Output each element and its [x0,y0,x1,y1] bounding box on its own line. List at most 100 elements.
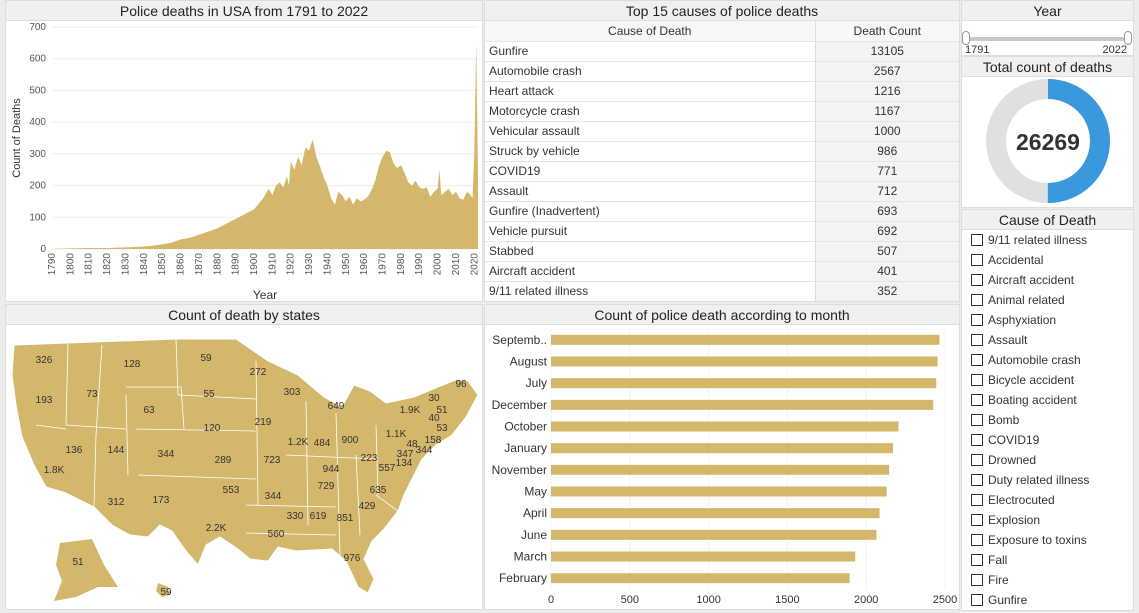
month-bar [551,443,893,454]
cause-filter-item[interactable]: Explosion [962,510,1133,530]
checkbox-icon[interactable] [971,434,983,446]
cause-filter-label: Aircraft accident [988,273,1075,287]
cause-filter-item[interactable]: Gunfire [962,590,1133,610]
table-row[interactable]: Aircraft accident 401 [485,261,959,282]
year-max-label: 2022 [1102,44,1127,56]
state-count-label: 134 [396,458,413,469]
cause-filter-label: Bicycle accident [988,373,1075,387]
deaths-by-month-chart[interactable]: 0 500 1000 1500 2000 2500 Septemb.. August July D… [485,325,959,609]
table-row[interactable]: Vehicle pursuit 692 [485,221,959,242]
state-borders [35,338,399,556]
year-slider-track[interactable] [966,37,1129,41]
state-count-label: 289 [215,455,232,466]
total-donut-chart: 26269 [986,79,1110,203]
month-bar [551,551,856,562]
state-border-line [375,494,399,512]
checkbox-icon[interactable] [971,534,983,546]
cause-filter-item[interactable]: Fall [962,550,1133,570]
checkbox-icon[interactable] [971,354,983,366]
x-tick-label: 1830 [120,253,131,276]
state-count-label: 484 [314,438,331,449]
table-row[interactable]: Heart attack 1216 [485,81,959,102]
table-row[interactable]: Stabbed 507 [485,241,959,262]
cause-filter-item[interactable]: Duty related illness [962,470,1133,490]
table-row[interactable]: Gunfire 13105 [485,41,959,62]
checkbox-icon[interactable] [971,274,983,286]
year-slider-min-handle[interactable] [962,31,970,45]
count-cell: 13105 [814,41,959,62]
checkbox-icon[interactable] [971,234,983,246]
x-tick-label: 1870 [194,253,205,276]
table-row[interactable]: Vehicular assault 1000 [485,121,959,142]
cause-filter-label: Automobile crash [988,353,1081,367]
checkbox-icon[interactable] [971,294,983,306]
checkbox-icon[interactable] [971,474,983,486]
checkbox-icon[interactable] [971,454,983,466]
cause-filter-item[interactable]: Electrocuted [962,490,1133,510]
count-column-header[interactable]: Death Count [814,21,959,42]
cause-filter-item[interactable]: Boating accident [962,390,1133,410]
table-row[interactable]: Gunfire (Inadvertent) 693 [485,201,959,222]
y-axis-label: Count of Deaths [11,98,23,178]
checkbox-icon[interactable] [971,514,983,526]
state-border-line [93,434,97,508]
state-count-label: 729 [318,481,335,492]
checkbox-icon[interactable] [971,414,983,426]
table-row[interactable]: 9/11 related illness 352 [485,281,959,301]
map-title: Count of death by states [6,305,482,325]
cause-filter-title: Cause of Death [962,210,1133,230]
month-bar [551,464,890,475]
checkbox-icon[interactable] [971,554,983,566]
checkbox-icon[interactable] [971,574,983,586]
cause-filter-label: Duty related illness [988,473,1090,487]
year-slider-max-handle[interactable] [1124,31,1132,45]
checkbox-icon[interactable] [971,394,983,406]
cause-filter-item[interactable]: 9/11 related illness [962,230,1133,250]
cause-filter-item[interactable]: Asphyxiation [962,310,1133,330]
cause-filter-item[interactable]: Automobile crash [962,350,1133,370]
checkbox-icon[interactable] [971,594,983,606]
table-row[interactable]: COVID19 771 [485,161,959,182]
cause-filter-label: Boating accident [988,393,1077,407]
checkbox-icon[interactable] [971,254,983,266]
checkbox-icon[interactable] [971,494,983,506]
cause-filter-item[interactable]: Bomb [962,410,1133,430]
cause-cell: Struck by vehicle [485,141,815,162]
cause-filter-item[interactable]: Drowned [962,450,1133,470]
cause-filter-item[interactable]: Exposure to toxins [962,530,1133,550]
checkbox-icon[interactable] [971,374,983,386]
cause-filter-item[interactable]: Accidental [962,250,1133,270]
cause-column-header[interactable]: Cause of Death [485,21,815,42]
table-row[interactable]: Struck by vehicle 986 [485,141,959,162]
y-tick-label: 300 [29,149,46,160]
cause-filter-item[interactable]: Assault [962,330,1133,350]
table-title: Top 15 causes of police deaths [485,1,959,21]
cause-filter-item[interactable]: Aircraft accident [962,270,1133,290]
table-row[interactable]: Automobile crash 2567 [485,61,959,82]
state-count-label: 347 [397,449,414,460]
cause-filter-item[interactable]: COVID19 [962,430,1133,450]
state-count-label: 193 [36,395,53,406]
checkbox-icon[interactable] [971,334,983,346]
area-chart-title: Police deaths in USA from 1791 to 2022 [6,1,482,21]
state-count-label: 223 [361,453,378,464]
cause-cell: Gunfire [485,41,815,62]
year-min-label: 1791 [965,44,990,56]
cause-filter-item[interactable]: Bicycle accident [962,370,1133,390]
state-border-line [245,504,337,508]
cause-filter-item[interactable]: Animal related [962,290,1133,310]
cause-filter-item[interactable]: Fire [962,570,1133,590]
cause-filter-label: Electrocuted [988,493,1055,507]
x-tick-label: 1890 [231,253,242,276]
state-count-label: 723 [264,455,281,466]
table-row[interactable]: Assault 712 [485,181,959,202]
table-row[interactable]: Motorcycle crash 1167 [485,101,959,122]
x-tick-label: 1880 [212,253,223,276]
y-tick-label: 0 [40,244,46,255]
state-count-label: 144 [108,445,125,456]
deaths-by-year-chart[interactable]: 0 100 200 300 400 500 600 700 1790 1800 1810 1820 18… [6,21,482,301]
state-count-label: 1.1K [386,429,407,440]
state-count-label: 158 [425,435,442,446]
checkbox-icon[interactable] [971,314,983,326]
